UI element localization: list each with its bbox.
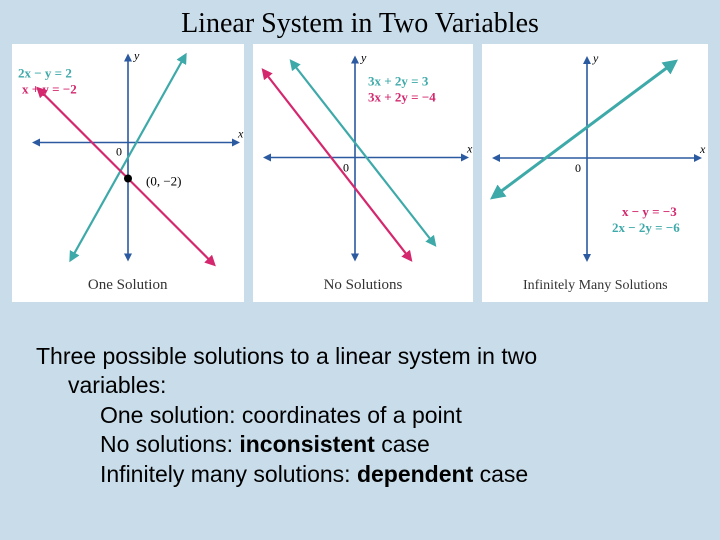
svg-text:x − y = −3: x − y = −3: [622, 204, 677, 219]
body-line-1: Three possible solutions to a linear sys…: [36, 342, 684, 371]
graph-svg-2: x y 0 3x + 2y = 3 3x + 2y = −4: [253, 44, 473, 271]
graph-svg-3: x y 0 x − y = −3 2x − 2y = −6: [482, 44, 708, 272]
svg-text:x: x: [466, 142, 473, 156]
svg-text:0: 0: [575, 161, 581, 175]
graph-svg-1: x y 0 (0, −2) 2x − y = 2 x + y = −2: [12, 44, 244, 271]
graph-panel-infinite: x y 0 x − y = −3 2x − 2y = −6 Infinitely…: [482, 44, 708, 302]
svg-text:3x + 2y = −4: 3x + 2y = −4: [368, 90, 436, 105]
body-line-2: One solution: coordinates of a point: [36, 401, 684, 430]
graph-panel-one-solution: x y 0 (0, −2) 2x − y = 2 x + y = −2 One …: [12, 44, 244, 302]
svg-text:3x + 2y = 3: 3x + 2y = 3: [368, 74, 429, 89]
caption-3: Infinitely Many Solutions: [482, 272, 708, 302]
svg-text:2x − 2y = −6: 2x − 2y = −6: [612, 220, 680, 235]
graph-panel-no-solutions: x y 0 3x + 2y = 3 3x + 2y = −4 No Soluti…: [253, 44, 473, 302]
caption-1: One Solution: [12, 271, 244, 302]
svg-text:y: y: [360, 51, 367, 65]
svg-text:(0, −2): (0, −2): [146, 174, 182, 189]
graphs-row: x y 0 (0, −2) 2x − y = 2 x + y = −2 One …: [0, 40, 720, 302]
svg-text:x: x: [237, 127, 244, 141]
caption-2: No Solutions: [253, 271, 473, 302]
svg-text:x + y = −2: x + y = −2: [22, 82, 77, 97]
svg-text:y: y: [133, 49, 140, 63]
page-title: Linear System in Two Variables: [0, 0, 720, 40]
svg-text:2x − y = 2: 2x − y = 2: [18, 66, 72, 81]
body-line-3: No solutions: inconsistent case: [36, 430, 684, 459]
body-line-4: Infinitely many solutions: dependent cas…: [36, 460, 684, 489]
svg-text:y: y: [592, 51, 599, 65]
svg-text:x: x: [699, 142, 706, 156]
svg-text:0: 0: [116, 145, 122, 159]
body-text: Three possible solutions to a linear sys…: [0, 302, 720, 489]
body-line-1b: variables:: [36, 371, 684, 400]
